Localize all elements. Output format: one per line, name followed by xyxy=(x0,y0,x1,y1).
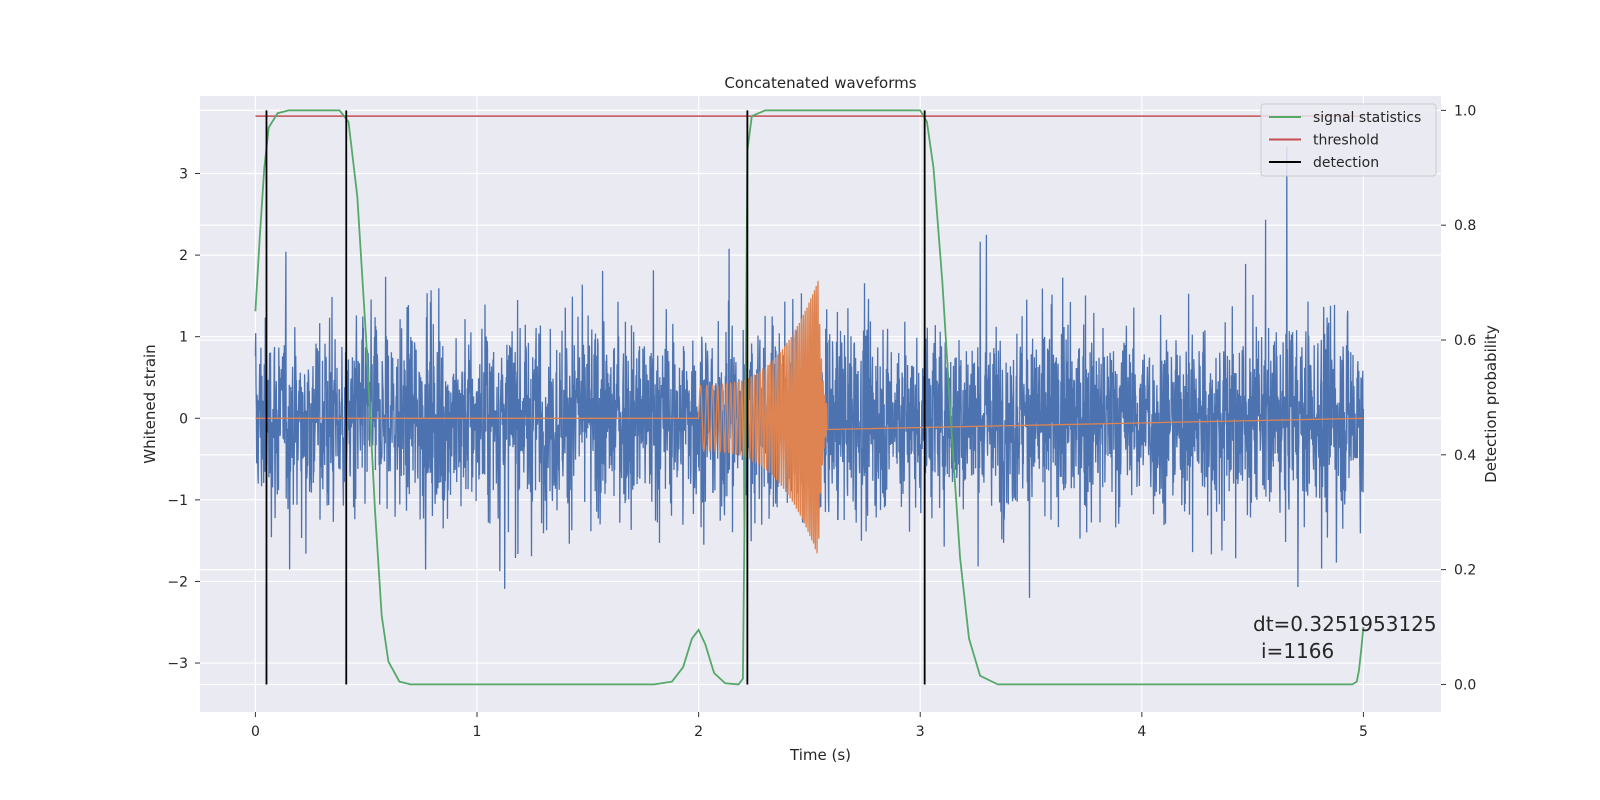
y-tick-label: −3 xyxy=(167,656,188,672)
x-tick-label: 3 xyxy=(916,724,925,740)
y-tick-label: 2 xyxy=(179,248,188,264)
legend-label: signal statistics xyxy=(1313,110,1421,126)
x-tick-label: 2 xyxy=(694,724,703,740)
signal-statistics-series xyxy=(254,109,1365,686)
x-tick-label: 5 xyxy=(1359,724,1368,740)
x-tick-label: 0 xyxy=(251,724,260,740)
x-axis-label: Time (s) xyxy=(789,746,851,764)
y-tick-label: 0 xyxy=(179,411,188,427)
annotation: dt=0.3251953125 i=1166 xyxy=(1253,612,1437,663)
legend-box xyxy=(1260,103,1437,177)
legend: signal statistics threshold detection xyxy=(1260,103,1437,177)
y-axis-label: Whitened strain xyxy=(141,344,159,463)
legend-label: threshold xyxy=(1313,133,1379,149)
annotation-i: i=1166 xyxy=(1261,639,1334,663)
series xyxy=(254,109,1365,686)
y-right-tick-label: 0.4 xyxy=(1454,448,1476,464)
y-tick-label: −2 xyxy=(167,574,188,590)
annotation-dt: dt=0.3251953125 xyxy=(1253,612,1437,636)
y-right-tick-label: 0.0 xyxy=(1454,677,1476,693)
legend-label: detection xyxy=(1313,155,1379,171)
y-right-tick-label: 1.0 xyxy=(1454,103,1476,119)
x-tick-label: 4 xyxy=(1137,724,1146,740)
y-right-tick-label: 0.2 xyxy=(1454,563,1476,579)
ticks: 0 1 2 3 4 5 −3 −2 −1 0 1 2 3 0.0 0.2 0.4 0.6 0.8 1.0 xyxy=(167,103,1476,740)
chart-title: Concatenated waveforms xyxy=(724,74,916,92)
y-tick-label: −1 xyxy=(167,493,188,509)
injected-signal-series xyxy=(255,280,1364,554)
y-axis-label-right: Detection probability xyxy=(1482,325,1500,483)
y-tick-label: 1 xyxy=(179,330,188,346)
y-tick-label: 3 xyxy=(179,167,188,183)
y-right-tick-label: 0.8 xyxy=(1454,218,1476,234)
y-right-tick-label: 0.6 xyxy=(1454,333,1476,349)
x-tick-label: 1 xyxy=(473,724,482,740)
